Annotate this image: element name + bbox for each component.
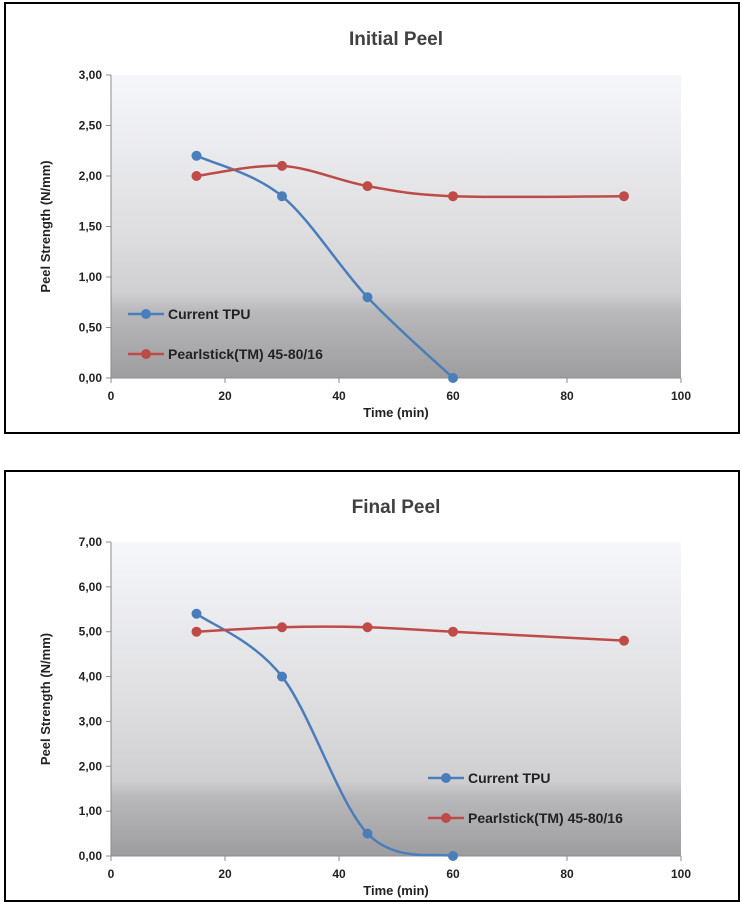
legend-label: Current TPU [168, 306, 250, 322]
y-tick-label: 3,00 [79, 714, 103, 728]
x-tick-label: 20 [218, 867, 232, 881]
x-tick-label: 80 [560, 389, 574, 403]
data-point [191, 626, 202, 637]
data-point [277, 622, 287, 633]
y-tick-label: 4,00 [79, 670, 103, 684]
data-point [277, 671, 287, 682]
data-point [448, 373, 458, 383]
series-line [195, 154, 454, 379]
y-tick-label: 5,00 [79, 625, 103, 639]
data-point [191, 171, 202, 181]
y-tick-label: 1,50 [79, 220, 103, 234]
chart-title: Initial Peel [349, 29, 443, 50]
data-point [191, 608, 202, 619]
data-point [448, 191, 458, 202]
x-tick-label: 60 [446, 389, 460, 403]
legend-marker [141, 309, 151, 319]
legend-label: Current TPU [468, 770, 550, 786]
data-point [277, 160, 287, 171]
y-tick-label: 1,00 [79, 270, 103, 284]
data-point [362, 292, 373, 303]
x-tick-label: 100 [671, 389, 691, 403]
data-point [448, 626, 458, 637]
data-point [362, 622, 373, 633]
x-tick-label: 100 [671, 867, 691, 881]
x-tick-label: 20 [218, 389, 232, 403]
x-tick-label: 0 [108, 389, 115, 403]
plot-area [111, 75, 681, 378]
legend-marker [141, 349, 151, 359]
data-point [362, 828, 373, 839]
data-point [448, 851, 458, 861]
y-tick-label: 0,00 [79, 849, 103, 863]
series-line [195, 612, 454, 858]
y-tick-label: 0,50 [79, 321, 103, 335]
final-peel-svg: Final Peel 0,00 1,00 2,00 3,00 4,00 5,00 6,00 7,… [38, 497, 691, 898]
chart-title: Final Peel [352, 497, 441, 518]
y-tick-label: 2,00 [79, 759, 103, 773]
y-tick-label: 3,00 [79, 68, 103, 82]
x-tick-label: 40 [332, 867, 346, 881]
x-tick-label: 60 [446, 867, 460, 881]
data-point [277, 191, 287, 202]
y-tick-label: 6,00 [79, 580, 103, 594]
initial-peel-svg: Initial Peel 0,00 0,50 1,00 1,50 2,00 2,50 3,00… [38, 29, 691, 420]
series-line [196, 625, 625, 642]
y-tick-label: 2,50 [79, 119, 103, 133]
initial-peel-chart: Initial Peel 0,00 0,50 1,00 1,50 2,00 2,50 3,00… [4, 2, 740, 434]
final-peel-chart: Final Peel 0,00 1,00 2,00 3,00 4,00 5,00 6,00 7,… [4, 470, 740, 902]
data-point [619, 191, 629, 202]
plot-area [111, 542, 681, 856]
y-tick-label: 2,00 [79, 169, 103, 183]
data-point [362, 181, 373, 192]
y-axis-label: Peel Strength (N/mm) [38, 633, 53, 765]
y-tick-label: 1,00 [79, 804, 103, 818]
y-tick-label: 0,00 [79, 371, 103, 385]
x-axis-label: Time (min) [363, 883, 429, 898]
x-axis-label: Time (min) [363, 405, 429, 420]
legend-marker [441, 813, 451, 823]
x-tick-label: 0 [108, 867, 115, 881]
x-tick-label: 40 [332, 389, 346, 403]
y-tick-label: 7,00 [79, 535, 103, 549]
legend-marker [441, 773, 451, 783]
series-line [196, 164, 625, 199]
y-axis-label: Peel Strength (N/mm) [38, 160, 53, 292]
data-point [619, 635, 629, 646]
data-point [191, 150, 202, 161]
legend-label: Pearlstick(TM) 45-80/16 [468, 810, 623, 826]
x-tick-label: 80 [560, 867, 574, 881]
legend-label: Pearlstick(TM) 45-80/16 [168, 346, 323, 362]
